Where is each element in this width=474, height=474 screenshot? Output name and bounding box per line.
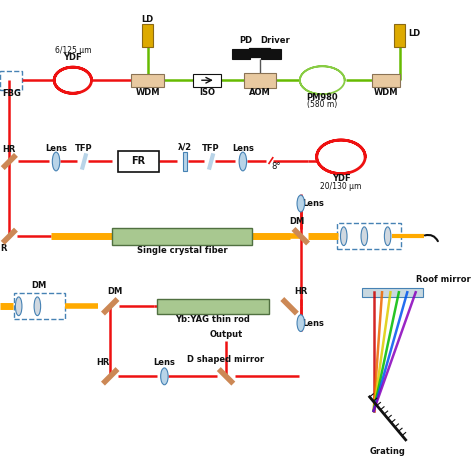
Text: D shaped mirror: D shaped mirror — [188, 355, 264, 364]
Text: WDM: WDM — [374, 88, 398, 97]
Text: Single crystal fiber: Single crystal fiber — [137, 246, 228, 255]
Text: LD: LD — [141, 15, 154, 24]
Text: YDF: YDF — [64, 53, 82, 62]
Bar — [118, 151, 159, 172]
Ellipse shape — [384, 227, 391, 246]
Ellipse shape — [340, 227, 347, 246]
Ellipse shape — [52, 152, 60, 171]
Bar — [362, 288, 423, 297]
Text: Output: Output — [210, 330, 243, 339]
Text: λ/2: λ/2 — [178, 143, 192, 152]
Text: (580 m): (580 m) — [307, 100, 337, 109]
Text: Lens: Lens — [154, 358, 175, 367]
Ellipse shape — [16, 297, 22, 316]
Bar — [14, 293, 65, 319]
Text: Yb:YAG thin rod: Yb:YAG thin rod — [175, 315, 250, 324]
Bar — [337, 223, 401, 249]
Bar — [261, 49, 281, 59]
Bar — [142, 24, 153, 46]
Text: 20/130 μm: 20/130 μm — [320, 182, 362, 191]
Bar — [182, 152, 187, 171]
Text: DM: DM — [32, 281, 47, 290]
Ellipse shape — [361, 227, 367, 246]
Ellipse shape — [239, 152, 246, 171]
Bar — [372, 73, 400, 87]
Text: Lens: Lens — [232, 144, 254, 153]
Text: DM: DM — [290, 217, 305, 226]
Ellipse shape — [297, 315, 304, 331]
Bar — [394, 24, 405, 46]
Text: 6/125 μm: 6/125 μm — [55, 46, 91, 55]
Text: YDF: YDF — [332, 174, 350, 183]
Ellipse shape — [34, 297, 41, 316]
Text: ISO: ISO — [200, 88, 215, 97]
Text: HR: HR — [96, 358, 109, 367]
Text: Roof mirror: Roof mirror — [416, 275, 470, 284]
Text: WDM: WDM — [136, 88, 160, 97]
Text: PD: PD — [255, 48, 265, 57]
Bar — [249, 47, 270, 57]
Text: HR: HR — [294, 287, 308, 296]
Text: PD: PD — [239, 36, 252, 45]
Text: PM980: PM980 — [307, 92, 338, 101]
Bar — [157, 299, 269, 314]
Text: FR: FR — [131, 156, 146, 166]
Text: Grating: Grating — [370, 447, 406, 456]
Text: R: R — [0, 244, 7, 253]
Bar — [249, 47, 270, 57]
Text: 8°: 8° — [271, 162, 281, 171]
Text: TFP: TFP — [75, 144, 93, 153]
Text: HR: HR — [3, 145, 16, 154]
Text: LD: LD — [409, 29, 421, 38]
Text: Lens: Lens — [302, 319, 324, 328]
Text: Driver: Driver — [261, 36, 291, 45]
Bar — [193, 73, 221, 87]
Ellipse shape — [161, 368, 168, 385]
Text: TFP: TFP — [202, 144, 220, 153]
Bar — [112, 228, 252, 245]
Text: Lens: Lens — [45, 144, 67, 153]
Bar — [244, 73, 275, 88]
Ellipse shape — [297, 195, 304, 212]
Bar — [0, 71, 22, 90]
Text: DM: DM — [107, 287, 122, 296]
Bar — [131, 73, 164, 87]
Text: FBG: FBG — [2, 89, 21, 98]
Bar — [232, 49, 250, 59]
Text: AOM: AOM — [249, 88, 271, 97]
Text: Lens: Lens — [302, 199, 324, 208]
